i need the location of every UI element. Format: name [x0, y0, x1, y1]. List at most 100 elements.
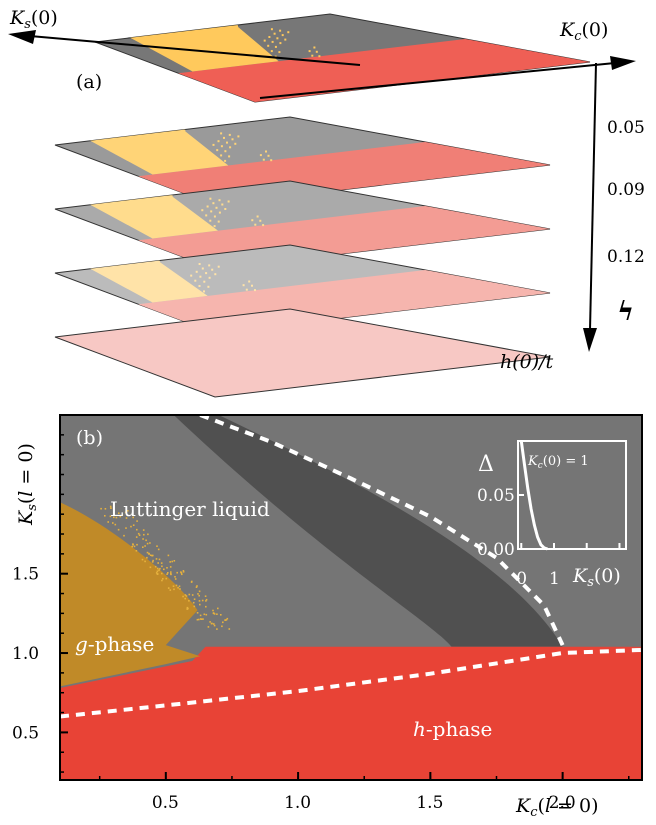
- g-speckle-dot: [136, 520, 138, 522]
- g-speckle-dot: [180, 572, 183, 574]
- g-speckle-dot: [209, 621, 211, 623]
- layer-speckle: [209, 219, 212, 222]
- layer-speckle: [276, 37, 279, 40]
- layer-speckle: [287, 31, 290, 34]
- g-speckle-dot: [157, 548, 160, 551]
- g-speckle-dot: [148, 553, 150, 555]
- layer-speckle: [205, 214, 208, 217]
- layer-speckle: [212, 202, 215, 205]
- g-speckle-dot: [205, 605, 207, 608]
- layer-speckle: [224, 159, 227, 162]
- g-speckle-dot: [127, 510, 129, 512]
- layer-speckle: [201, 267, 204, 270]
- layer-speckle: [251, 284, 253, 287]
- layer-speckle: [228, 133, 231, 136]
- g-speckle-dot: [151, 561, 154, 563]
- layer-speckle: [308, 50, 311, 53]
- g-speckle-dot: [162, 578, 164, 580]
- h-phase-region: [60, 646, 642, 780]
- g-speckle-dot: [136, 543, 138, 546]
- layer-speckle: [217, 265, 220, 268]
- g-speckle-dot: [182, 571, 185, 573]
- g-speckle-dot: [166, 573, 168, 575]
- g-speckle-dot: [198, 618, 200, 621]
- layer-yellow-region: [90, 129, 229, 175]
- g-speckle-dot: [157, 562, 159, 564]
- g-speckle-dot: [200, 618, 203, 620]
- h-axis-arrow: [589, 62, 597, 331]
- layer-speckle: [224, 208, 227, 210]
- layer-speckle: [270, 50, 273, 53]
- g-speckle-dot: [196, 618, 199, 621]
- layer-speckle: [221, 203, 224, 206]
- g-speckle-dot: [185, 595, 188, 597]
- g-speckle-dot: [192, 601, 195, 604]
- layer-speckle: [223, 136, 225, 139]
- g-speckle-dot: [109, 505, 112, 508]
- flow-layer-4: [54, 308, 551, 398]
- g-speckle-dot: [205, 613, 208, 616]
- g-speckle-dot: [113, 516, 115, 519]
- g-speckle-dot: [216, 628, 218, 630]
- layer-speckle: [203, 290, 205, 293]
- g-speckle-dot: [188, 593, 191, 596]
- lower-dashed-boundary: [60, 647, 642, 719]
- layer-speckle: [211, 268, 214, 271]
- g-speckle-dot: [191, 594, 194, 596]
- g-speckle-dot: [163, 568, 165, 571]
- panel-b-label: (b): [76, 427, 103, 449]
- ks-arrowhead: [8, 30, 36, 44]
- g-speckle-dot: [135, 550, 138, 552]
- layer-speckle: [215, 206, 218, 209]
- g-speckle-dot: [156, 545, 158, 547]
- g-speckle-dot: [173, 588, 175, 591]
- g-speckle-dot: [213, 624, 216, 627]
- g-speckle-dot: [186, 606, 189, 609]
- layer-speckle: [259, 154, 262, 157]
- g-speckle-dot: [201, 599, 204, 602]
- layer-speckle: [229, 146, 232, 149]
- g-speckle-dot: [205, 598, 208, 601]
- layer-speckle: [271, 40, 274, 43]
- g-speckle-dot: [158, 569, 160, 572]
- g-speckle-dot: [124, 511, 127, 514]
- g-speckle-dot: [167, 572, 169, 574]
- g-speckle-dot: [160, 562, 163, 564]
- g-speckle-dot: [174, 578, 177, 580]
- g-speckle-dot: [125, 527, 127, 529]
- g-speckle-dot: [143, 533, 145, 536]
- g-speckle-dot: [179, 588, 181, 590]
- g-speckle-dot: [159, 567, 161, 570]
- g-speckle-dot: [169, 566, 172, 568]
- g-speckle-dot: [112, 522, 114, 524]
- g-speckle-dot: [198, 600, 201, 602]
- layer-speckle: [205, 272, 208, 275]
- g-speckle-dot: [213, 613, 216, 615]
- g-speckle-dot: [149, 566, 152, 569]
- layer-speckle: [267, 44, 270, 47]
- g-speckle-dot: [146, 542, 149, 545]
- g-speckle-dot: [125, 517, 128, 519]
- g-speckle-dot: [205, 600, 207, 602]
- layer-speckle: [279, 29, 282, 32]
- dark-band-region: [173, 415, 563, 647]
- layer-speckle: [273, 32, 276, 35]
- g-speckle-dot: [172, 585, 175, 587]
- g-speckle-dot: [110, 507, 112, 509]
- g-speckle-dot: [193, 605, 196, 608]
- layer-speckle: [311, 54, 314, 57]
- g-speckle-dot: [131, 545, 133, 548]
- layer-speckle: [315, 50, 318, 53]
- layer-speckle: [262, 158, 265, 161]
- layer-speckle: [194, 279, 197, 282]
- g-speckle-dot: [136, 528, 138, 531]
- g-speckle-dot: [149, 542, 151, 544]
- h-tick-1: 0.05: [607, 118, 645, 138]
- h-phase-label: h-phase: [413, 717, 492, 741]
- g-speckle-dot: [155, 558, 158, 560]
- h-tick-2: 0.09: [607, 180, 645, 200]
- g-speckle-dot: [198, 594, 200, 597]
- g-speckle-dot: [167, 554, 170, 557]
- layer-speckle: [208, 264, 211, 267]
- x-tick-label: 1.0: [284, 793, 311, 813]
